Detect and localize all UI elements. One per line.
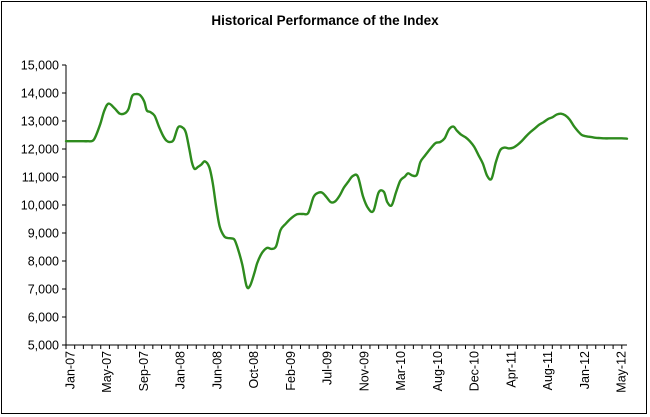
y-tick-label: 9,000	[28, 227, 59, 241]
y-tick-label: 5,000	[28, 339, 59, 353]
x-tick-label: Oct-08	[247, 351, 261, 389]
x-tick-label: May-12	[615, 351, 629, 393]
x-tick-labels: Jan-07 May-07 Sep-07 Jan-08 Jun-08 Oct-08 Feb-…	[64, 345, 629, 393]
y-tick-label: 15,000	[21, 59, 59, 73]
y-tick-label: 11,000	[22, 171, 59, 185]
y-tick-label: 10,000	[21, 199, 59, 213]
y-tick-label: 12,000	[21, 143, 59, 157]
y-axis: 5,000 6,000 7,000 8,000 9,000 10,000 11,000 12,…	[21, 59, 67, 353]
x-tick-label: Mar-10	[394, 351, 408, 391]
series-layer	[64, 92, 629, 290]
x-tick-label: Jan-12	[578, 351, 592, 389]
x-tick-label: Jul-09	[321, 351, 335, 385]
x-tick-label: Jun-08	[210, 351, 224, 389]
x-tick-label: Jan-07	[64, 351, 78, 389]
x-tick-label: May-07	[100, 351, 114, 393]
x-tick-label: Nov-09	[357, 351, 371, 391]
x-axis: Jan-07 May-07 Sep-07 Jan-08 Jun-08 Oct-08 Feb-…	[64, 344, 629, 393]
x-tick-label: Sep-07	[137, 351, 151, 391]
x-tick-label: Aug-11	[541, 351, 555, 390]
y-tick-label: 13,000	[21, 115, 59, 129]
y-tick-label: 14,000	[21, 87, 59, 101]
y-tick-label: 8,000	[28, 255, 59, 269]
x-tick-label: Jan-08	[174, 351, 188, 389]
x-tick-label: Feb-09	[284, 351, 298, 391]
x-tick-label: Aug-10	[431, 351, 445, 391]
series-line-0	[64, 92, 629, 290]
x-tick-label: Dec-10	[468, 351, 482, 391]
chart-title: Historical Performance of the Index	[211, 13, 439, 28]
y-tick-label: 6,000	[28, 311, 59, 325]
x-tick-label: Apr-11	[504, 351, 518, 388]
y-tick-label: 7,000	[28, 283, 59, 297]
y-tick-labels: 5,000 6,000 7,000 8,000 9,000 10,000 11,000 12,…	[21, 59, 66, 353]
